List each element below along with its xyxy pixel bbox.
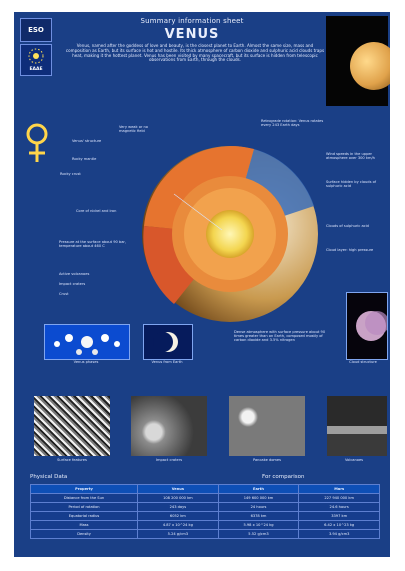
physical-data-table: Property Venus Earth Mars Distance from …: [29, 484, 380, 539]
photo-label-volcanoes: Volcanoes: [344, 458, 364, 462]
table-cell: Equatorial radius: [29, 511, 139, 521]
label-impact-craters: Impact craters: [59, 282, 86, 286]
table-cell: Period of rotation: [29, 502, 139, 512]
label-pressure: Pressure at the surface about 90 bar, te…: [59, 240, 127, 249]
table-cell: 6052 km: [137, 511, 219, 521]
label-retrograde-rotation: Retrograde rotation: Venus rotates every…: [261, 119, 324, 128]
label-cloud-layer: Cloud layer: high pressure: [326, 248, 374, 252]
label-wind-speed: Wind speeds in the upper atmosphere over…: [326, 152, 375, 161]
pancake-domes-photo: [229, 396, 305, 456]
table-row: Distance from the Sun 108 200 000 km 149…: [29, 493, 380, 503]
table-cell: Mass: [29, 520, 139, 530]
venus-photo-top: [326, 16, 390, 106]
table-cell: 227 940 000 km: [298, 493, 380, 503]
photo-label-surface: Surface features: [57, 458, 87, 462]
poster: ESO EAAE Summary information sheet VENUS…: [14, 12, 390, 557]
eso-logo: ESO: [20, 18, 52, 42]
table-cell: Distance from the Sun: [29, 493, 139, 503]
table-cell: 6.42 x 10^23 kg: [298, 520, 380, 530]
table-header-venus: Venus: [137, 484, 219, 494]
header-subtitle: Summary information sheet: [140, 17, 244, 25]
table-cell: Density: [29, 529, 139, 539]
intro-text: Venus, named after the goddess of love a…: [65, 43, 325, 63]
photo-label-domes: Pancake domes: [252, 458, 282, 462]
phases-label: Venus phases: [73, 360, 99, 364]
venus-phases-panel: [44, 324, 130, 360]
label-volcanoes: Active volcanoes: [59, 272, 90, 276]
volcanoes-photo: [327, 396, 387, 456]
table-header-earth: Earth: [217, 484, 300, 494]
venus-symbol-icon: [26, 123, 48, 162]
impact-craters-photo: [131, 396, 207, 456]
star-circle-icon: [28, 48, 44, 64]
eaae-logo-text: EAAE: [29, 67, 43, 72]
table-row: Mass 4.87 x 10^24 kg 5.98 x 10^24 kg 6.4…: [29, 520, 380, 530]
cloud-structure-label: Cloud structure: [349, 360, 377, 364]
label-core: Core of nickel and iron: [76, 209, 117, 213]
table-cell: 108 200 000 km: [137, 493, 219, 503]
table-cell: 5.98 x 10^24 kg: [217, 520, 300, 530]
venus-from-earth-panel: [143, 324, 193, 360]
table-cell: 24 hours: [217, 502, 300, 512]
table-cell: 3.94 g/cm3: [298, 529, 380, 539]
table-row: Equatorial radius 6052 km 6378 km 3397 k…: [29, 511, 380, 521]
label-atmosphere: Dense atmosphere with surface pressure a…: [234, 330, 326, 343]
table-row: Period of rotation 243 days 24 hours 24.…: [29, 502, 380, 512]
label-clouds-acid: Clouds of sulphuric acid: [326, 224, 369, 228]
eaae-logo: EAAE: [20, 44, 52, 76]
label-crust: Crust: [59, 292, 69, 296]
table-cell: 3397 km: [298, 511, 380, 521]
cloud-structure-panel: [346, 292, 389, 360]
label-crust-rock: Rocky crust: [60, 172, 81, 176]
venus-from-earth-label: Venus from Earth: [151, 360, 183, 364]
table-header-mars: Mars: [298, 484, 380, 494]
label-magnetic-field: Very weak or no magnetic field: [119, 125, 149, 134]
table-row: Density 5.24 g/cm3 5.52 g/cm3 3.94 g/cm3: [29, 529, 380, 539]
table-cell: 4.87 x 10^24 kg: [137, 520, 219, 530]
label-surface-hidden: Surface hidden by clouds of sulphuric ac…: [326, 180, 377, 189]
table-cell: 149 600 000 km: [217, 493, 300, 503]
table-cell: 243 days: [137, 502, 219, 512]
table-cell: 6378 km: [217, 511, 300, 521]
table-cell: 24.6 hours: [298, 502, 380, 512]
label-structure: Venus' structure: [72, 139, 102, 143]
physical-data-title: Physical Data: [30, 474, 68, 480]
table-cell: 5.24 g/cm3: [137, 529, 219, 539]
label-mantle: Rocky mantle: [72, 157, 97, 161]
page-title: VENUS: [164, 27, 220, 42]
comparison-title: For comparison: [262, 474, 305, 480]
surface-features-photo: [34, 396, 110, 456]
venus-cutaway-diagram: [142, 146, 318, 322]
table-header-property: Property: [29, 484, 139, 494]
table-cell: 5.52 g/cm3: [217, 529, 300, 539]
eso-logo-text: ESO: [28, 26, 44, 34]
photo-label-craters: Impact craters: [155, 458, 183, 462]
